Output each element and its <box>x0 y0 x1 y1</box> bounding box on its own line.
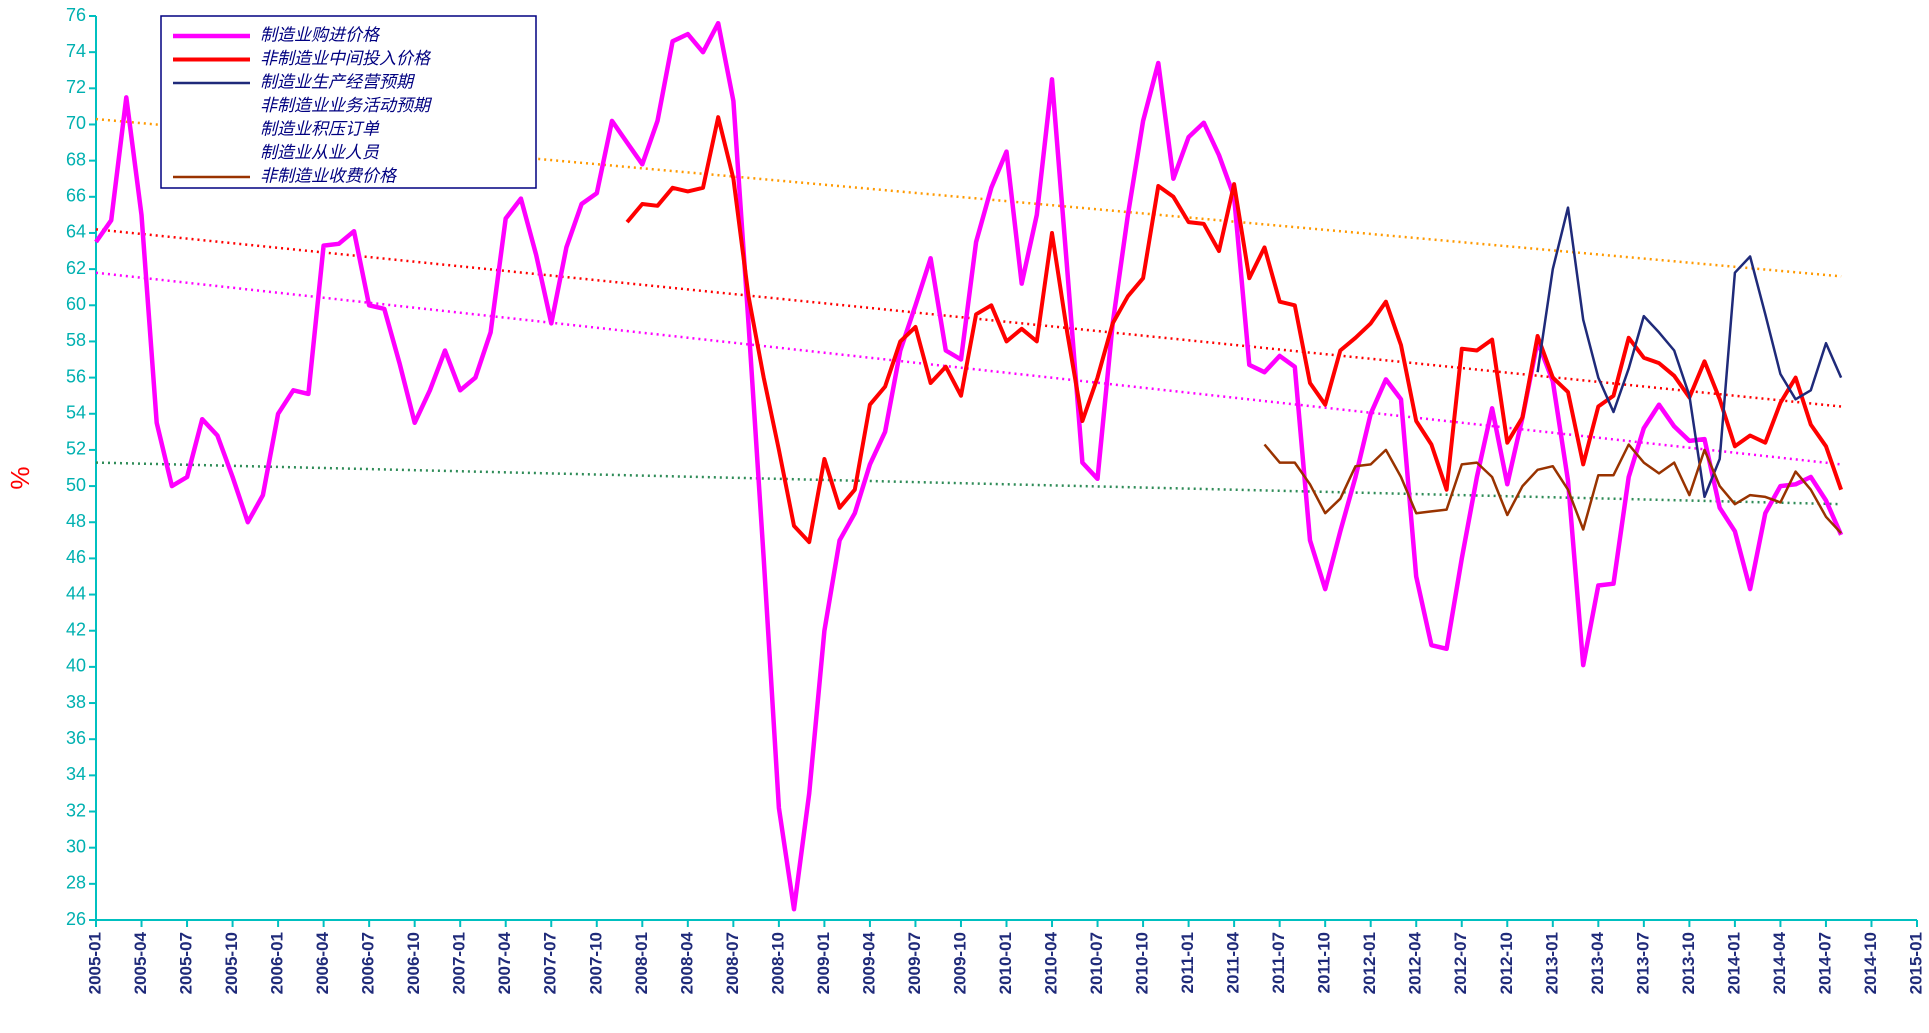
x-tick-label: 2005-07 <box>177 932 196 994</box>
y-tick-label: 68 <box>66 149 86 169</box>
series-line <box>625 115 1843 545</box>
x-tick-label: 2008-10 <box>768 932 787 994</box>
x-tick-label: 2010-07 <box>1087 932 1106 994</box>
legend-label: 非制造业中间投入价格 <box>260 49 432 68</box>
x-tick-label: 2007-10 <box>586 932 605 994</box>
x-tick-label: 2006-10 <box>404 932 423 994</box>
x-tick-label: 2011-01 <box>1178 932 1197 993</box>
trend-line <box>95 117 1842 278</box>
x-tick-label: 2014-10 <box>1861 932 1880 994</box>
y-axis-label: % <box>5 466 35 489</box>
x-tick-label: 2005-04 <box>131 931 150 994</box>
legend: 制造业购进价格非制造业中间投入价格制造业生产经营预期非制造业业务活动预期制造业积… <box>160 15 537 189</box>
x-tick-label: 2009-10 <box>950 932 969 994</box>
x-tick-label: 2010-04 <box>1042 931 1061 994</box>
x-tick-label: 2009-01 <box>814 932 833 994</box>
y-tick-label: 30 <box>66 836 86 856</box>
x-tick-label: 2011-10 <box>1315 932 1334 993</box>
x-tick-label: 2005-10 <box>222 932 241 994</box>
y-tick-label: 74 <box>66 41 86 61</box>
x-tick-label: 2005-01 <box>85 932 104 994</box>
x-tick-label: 2006-07 <box>359 932 378 994</box>
x-tick-label: 2011-07 <box>1269 932 1288 993</box>
x-tick-label: 2007-01 <box>450 932 469 994</box>
y-tick-label: 46 <box>66 547 86 567</box>
y-tick-label: 38 <box>66 692 86 712</box>
x-tick-label: 2006-01 <box>268 932 287 994</box>
y-tick-label: 32 <box>66 800 86 820</box>
x-tick-label: 2015-01 <box>1906 932 1925 994</box>
x-tick-label: 2013-01 <box>1542 932 1561 994</box>
series-line <box>1536 206 1843 499</box>
x-tick-label: 2009-04 <box>859 931 878 994</box>
x-tick-label: 2008-04 <box>677 931 696 994</box>
x-tick-label: 2012-10 <box>1497 932 1516 994</box>
y-tick-label: 50 <box>66 475 86 495</box>
y-tick-label: 72 <box>66 77 86 97</box>
y-tick-label: 48 <box>66 511 86 531</box>
y-tick-label: 76 <box>66 5 86 25</box>
y-tick-label: 58 <box>66 330 86 350</box>
x-tick-label: 2010-01 <box>996 932 1015 994</box>
x-tick-label: 2013-10 <box>1679 932 1698 994</box>
x-tick-label: 2008-07 <box>723 932 742 994</box>
x-tick-label: 2010-10 <box>1133 932 1152 994</box>
trend-line <box>95 461 1842 506</box>
y-tick-label: 66 <box>66 186 86 206</box>
legend-label: 非制造业业务活动预期 <box>260 96 433 115</box>
y-tick-label: 34 <box>66 764 86 784</box>
legend-label: 制造业购进价格 <box>260 25 381 44</box>
x-tick-label: 2012-04 <box>1406 931 1425 994</box>
x-tick-label: 2011-04 <box>1224 931 1243 993</box>
legend-label: 制造业积压订单 <box>260 119 380 138</box>
y-tick-label: 40 <box>66 656 86 676</box>
legend-label: 制造业生产经营预期 <box>260 72 416 91</box>
y-tick-label: 52 <box>66 439 86 459</box>
x-tick-label: 2007-07 <box>541 932 560 994</box>
x-tick-label: 2009-07 <box>905 932 924 994</box>
y-tick-label: 26 <box>66 909 86 929</box>
legend-label: 制造业从业人员 <box>260 143 380 162</box>
y-tick-label: 70 <box>66 113 86 133</box>
x-tick-label: 2006-04 <box>313 931 332 994</box>
y-tick-label: 44 <box>66 583 86 603</box>
y-tick-label: 60 <box>66 294 86 314</box>
y-tick-label: 54 <box>66 403 86 423</box>
legend-label: 非制造业收费价格 <box>260 166 398 185</box>
legend-box <box>160 15 537 189</box>
y-tick-label: 62 <box>66 258 86 278</box>
y-tick-label: 42 <box>66 619 86 639</box>
x-tick-label: 2014-01 <box>1724 932 1743 994</box>
x-tick-label: 2014-07 <box>1815 932 1834 994</box>
y-tick-label: 28 <box>66 873 86 893</box>
x-tick-label: 2014-04 <box>1770 931 1789 994</box>
x-tick-label: 2013-04 <box>1588 931 1607 994</box>
x-tick-label: 2013-07 <box>1633 932 1652 994</box>
x-tick-label: 2012-07 <box>1451 932 1470 994</box>
series-line <box>1263 443 1843 534</box>
trend-line <box>95 271 1842 466</box>
x-tick-label: 2007-04 <box>495 931 514 994</box>
y-tick-label: 36 <box>66 728 86 748</box>
y-tick-label: 64 <box>66 222 86 242</box>
x-tick-label: 2008-01 <box>632 932 651 994</box>
y-tick-label: 56 <box>66 366 86 386</box>
x-tick-label: 2012-01 <box>1360 932 1379 994</box>
